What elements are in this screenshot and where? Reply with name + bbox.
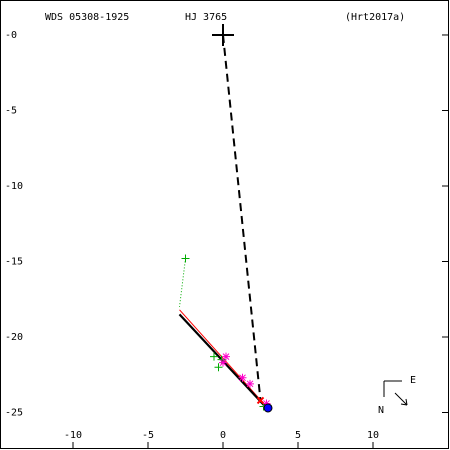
orbit-line [179,309,266,406]
marker [212,23,234,46]
marker [262,399,271,408]
compass-arrow [400,403,408,406]
marker [210,352,218,361]
compass-arrow [405,398,408,406]
marker [256,396,265,405]
x-tick-label: -10 [64,430,82,441]
marker [222,352,230,361]
compass-arrow [394,392,408,406]
reference: (Hrt2017a) [345,12,405,23]
x-tick-label: 0 [220,430,226,441]
marker [246,379,254,388]
marker [181,254,190,263]
chart-subtitle: HJ 3765 [185,12,227,23]
y-tick-label: -0 [5,30,17,41]
marker [238,373,247,382]
orbit-line [222,34,262,401]
x-tick-label: 10 [367,430,379,441]
chart-title: WDS 05308-1925 [45,12,129,23]
orbit-line [179,258,186,307]
compass-label: N [378,405,384,416]
x-tick-label: -5 [142,430,154,441]
marker [219,358,227,367]
marker [263,403,273,413]
y-tick-label: -15 [5,256,23,267]
marker [214,363,223,372]
compass [383,380,408,406]
x-tick-label: 5 [295,430,301,441]
y-tick-label: -10 [5,181,23,192]
y-tick-label: -25 [5,408,23,419]
y-tick-label: -20 [5,332,23,343]
compass-label: E [410,375,416,386]
y-tick-label: -5 [5,105,17,116]
